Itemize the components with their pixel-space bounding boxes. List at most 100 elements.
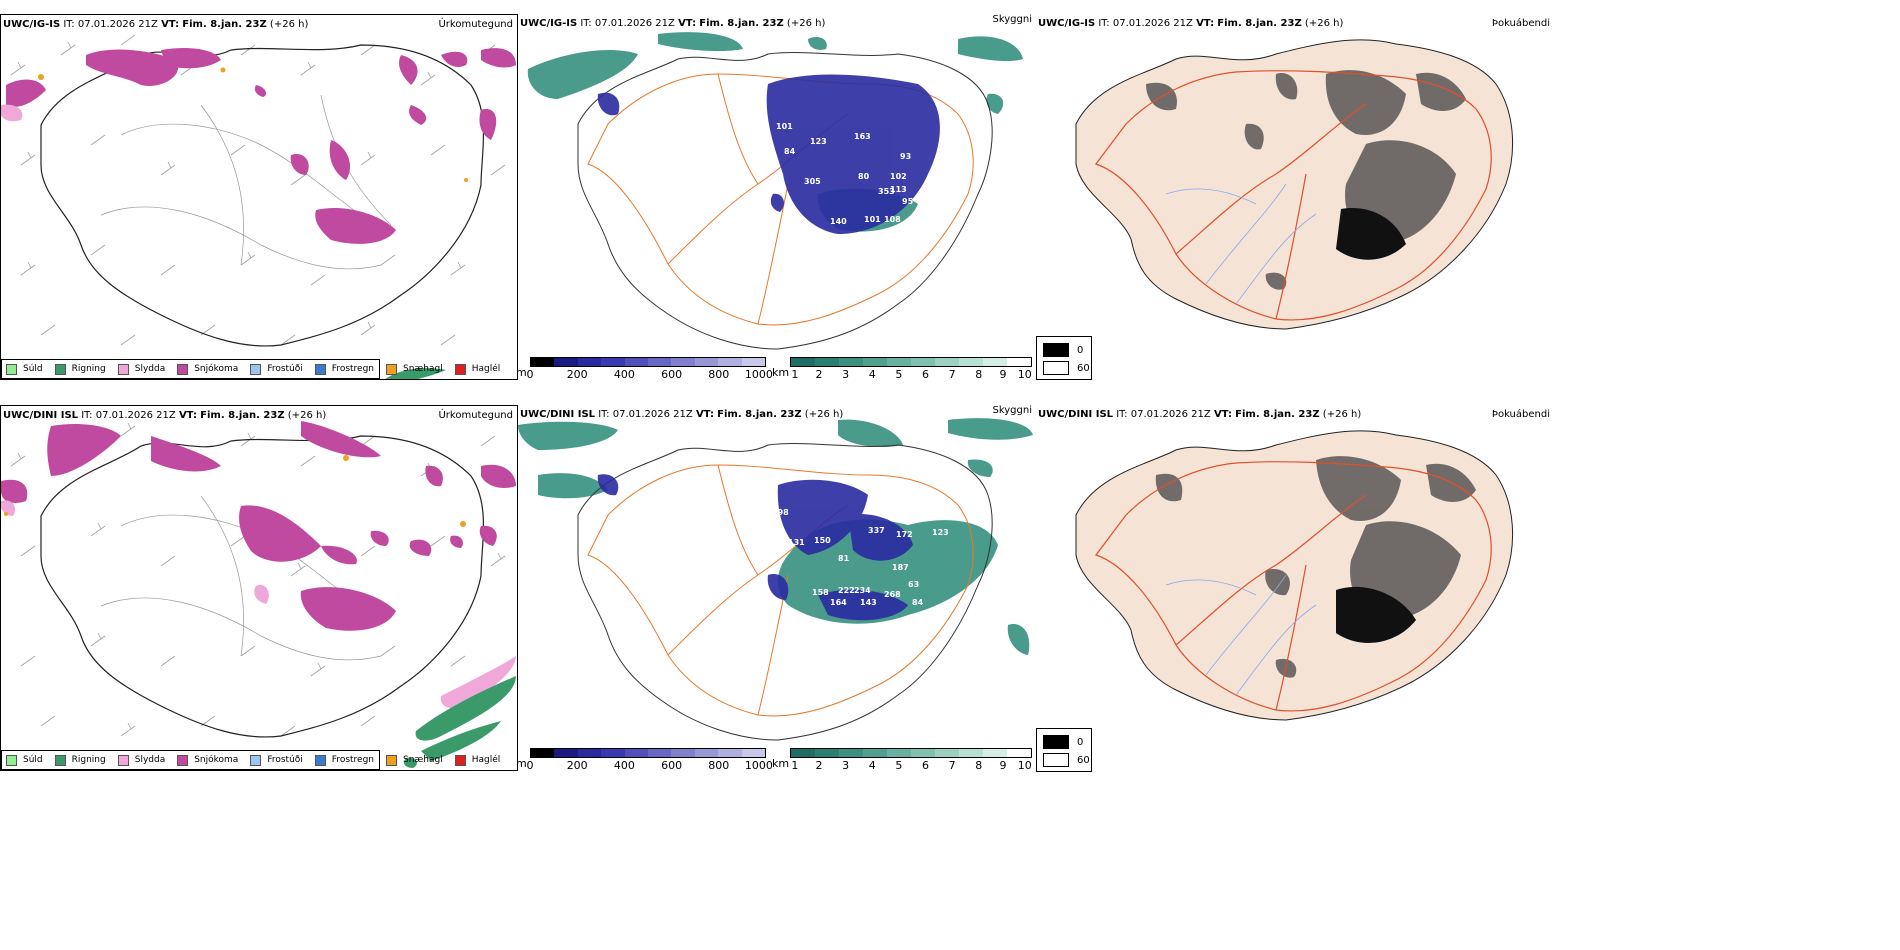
depth-tick: 1000 [744,368,773,380]
ice-pellet-spots [38,67,468,182]
vis-tick: 7 [948,368,956,380]
land-mass [1075,39,1513,330]
lead-time: (+26 h) [287,410,327,421]
vis-tick: 5 [895,759,903,771]
wind-barbs [10,34,506,346]
depth-label: 140 [830,217,847,226]
depth-label: 143 [860,598,877,607]
vis-tick: 3 [842,368,850,380]
legend-swatch [454,363,466,375]
depth-label: 163 [854,132,871,141]
panel-header: UWC/DINI ISL IT: 07.01.2026 21Z VT: Fim.… [520,409,844,420]
legend-swatch [314,754,326,766]
vis-tick: 10 [1017,759,1032,771]
precip-legend: Súld Rigning Slydda Snjókoma Frostúði Fr… [1,359,500,379]
vt-value: Fim. 8.jan. 23Z [200,410,285,421]
legend-swatch [6,363,17,375]
legend-swatch [177,754,189,766]
depth-label: 131 [788,538,805,547]
visibility-panel-row2: UWC/DINI ISL IT: 07.01.2026 21Z VT: Fim.… [518,405,1036,771]
snow-areas [6,48,516,244]
depth-label: 164 [830,598,847,607]
coastline [577,52,993,350]
depth-label: 234 [854,586,871,595]
fog-swatch-dark [1043,343,1069,357]
depth-tick: 600 [661,368,683,380]
vis-tick: 5 [895,368,903,380]
rain-area [385,368,446,379]
depth-label: 150 [814,536,831,545]
depth-label: 305 [804,177,821,186]
depth-label: 84 [784,147,796,156]
vis-bar-colors [790,748,1032,758]
depth-label: 222 [838,586,855,595]
vis-tick: 2 [815,368,823,380]
depth-label: 353 [878,187,895,196]
precip-type-panel-row2: UWC/DINI ISL IT: 07.01.2026 21Z VT: Fim.… [0,405,518,771]
depth-label: 63 [908,580,919,589]
vt-value: Fim. 8.jan. 23Z [182,19,267,30]
legend-item-ice-pellets: Snæhagl [386,754,443,766]
vis-tick: 3 [842,759,850,771]
rivers [1165,183,1317,305]
depth-tick: 0 [526,368,534,380]
legend-swatch [54,754,66,766]
coastline [40,435,485,738]
panel-header: UWC/IG-IS IT: 07.01.2026 21Z VT: Fim. 8.… [1038,18,1344,29]
panel-header: UWC/IG-IS IT: 07.01.2026 21Z VT: Fim. 8.… [3,19,308,30]
ice-pellet-spots [4,455,466,527]
vis-tick: 6 [922,368,930,380]
wind-barbs [10,422,506,737]
legend-item-hail: Haglél [454,754,500,766]
sleet-areas [1,104,23,122]
vis-tick: 10 [1017,368,1032,380]
depth-label: 93 [900,152,911,161]
legend-item-drizzle: Súld [6,754,43,766]
vis-unit: km [772,757,790,770]
legend-swatch [177,363,189,375]
snow-depth-areas [597,474,913,621]
fog-index-map [1075,39,1513,330]
depth-bar-colors [530,357,766,367]
sleet-areas [1,500,516,708]
vis-tick: 8 [975,759,983,771]
legend-item-hail: Haglél [454,363,500,375]
legend-item-rain: Rigning [54,754,106,766]
vis-tick: 7 [948,759,956,771]
legend-item-snow: Snjókoma [177,363,238,375]
vis-tick: 9 [999,368,1007,380]
depth-label: 198 [772,508,789,517]
vis-unit: km [772,366,790,379]
precip-legend: Súld Rigning Slydda Snjókoma Frostúði Fr… [1,750,500,770]
land-mass [1075,430,1513,721]
vis-tick: 1 [791,368,799,380]
depth-label: 158 [812,588,829,597]
panel-header: UWC/DINI ISL IT: 07.01.2026 21Z VT: Fim.… [3,410,326,421]
depth-labels: 198 131 150 337 172 123 81 187 158 164 1… [772,508,949,635]
vis-tick: 6 [922,759,930,771]
model-name: UWC/DINI ISL [3,410,79,421]
low-visibility-areas [518,418,1033,655]
depth-tick: 800 [708,368,730,380]
depth-bar-colors [530,748,766,758]
depth-tick: 400 [613,368,635,380]
legend-item-ice-pellets: Snæhagl [386,363,443,375]
legend-item-freezing-drizzle: Frostúði [250,754,303,766]
legend-swatch [117,363,129,375]
depth-label: 101 [864,215,881,224]
precip-type-panel-row1: UWC/IG-IS IT: 07.01.2026 21Z VT: Fim. 8.… [0,14,518,380]
depth-label: 88 [910,215,922,224]
vis-tick: 8 [975,368,983,380]
legend-item-rain: Rigning [54,363,106,375]
depth-label: 113 [890,185,907,194]
legend-swatch [250,363,262,375]
panel-header: UWC/DINI ISL IT: 07.01.2026 21Z VT: Fim.… [1038,409,1362,420]
vt-label: VT: [161,19,180,30]
it-value: 07.01.2026 21Z [95,410,176,421]
it-label: IT: [81,410,93,421]
precip-map [1,34,516,379]
fog-legend-light-row: 60 [1043,753,1090,767]
panel-title: Skyggni [992,14,1032,25]
snow-depth-colorbar: m 0 200 400 600 800 1000 [518,748,773,771]
lead-time: (+26 h) [269,19,309,30]
